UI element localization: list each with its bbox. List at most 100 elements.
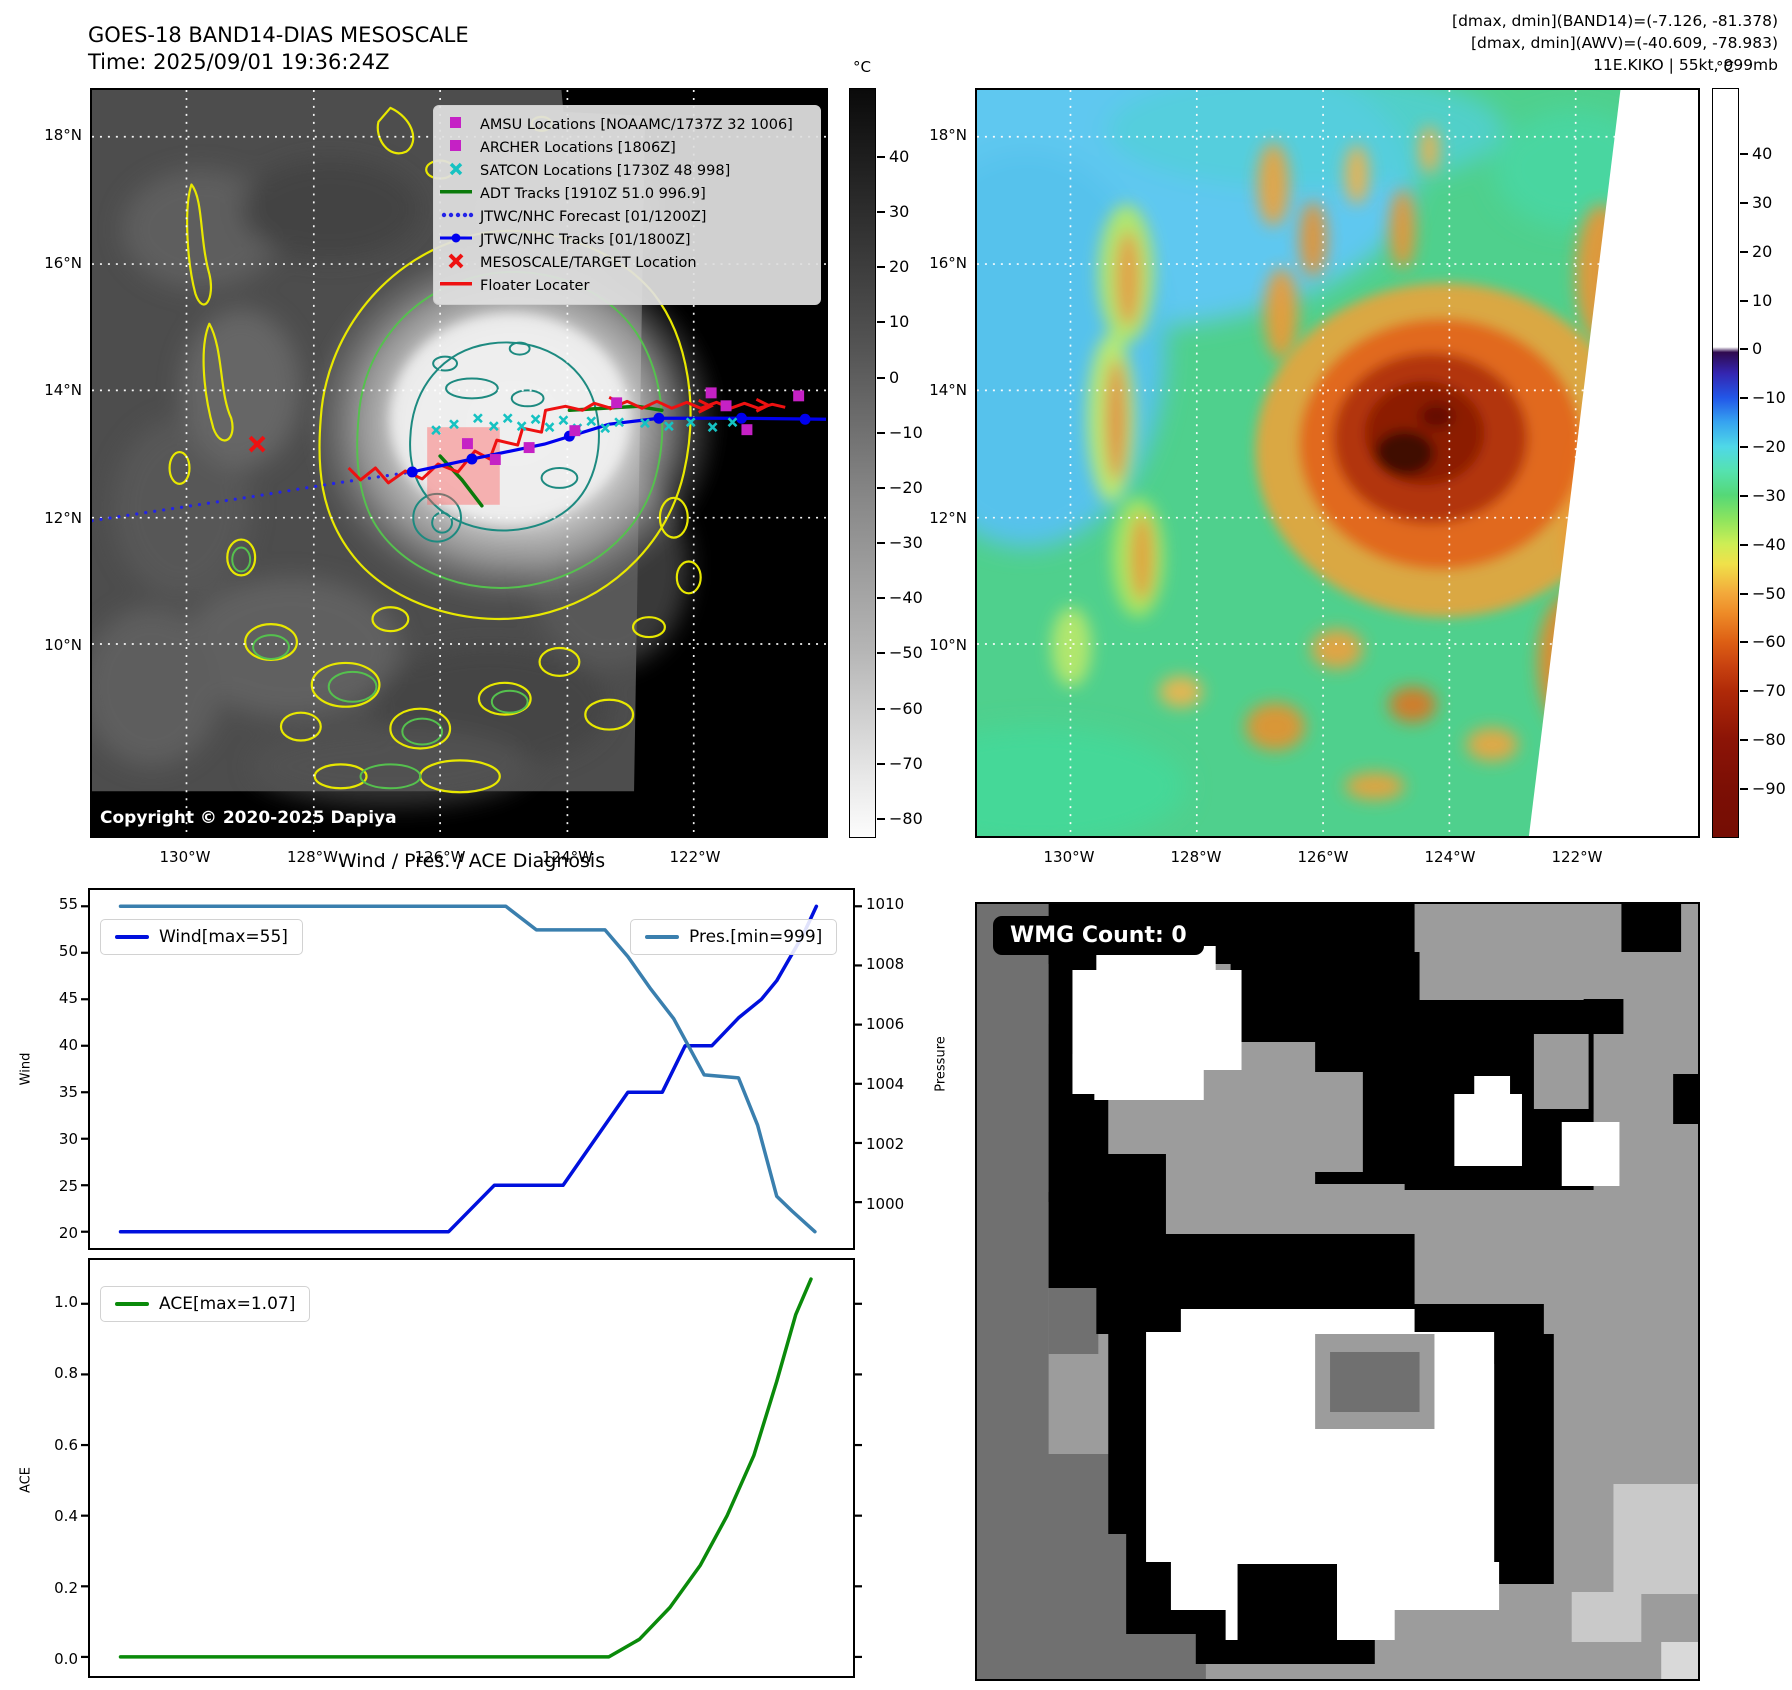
ace-tick-label: 1.0 bbox=[54, 1293, 78, 1311]
awv-colorbar bbox=[1712, 88, 1739, 838]
legend-label: ADT Tracks [1910Z 51.0 996.9] bbox=[480, 185, 706, 202]
adt-line-icon bbox=[438, 184, 480, 203]
ir-contours-teal bbox=[409, 341, 600, 543]
colorbar-tick-label: −20 bbox=[1740, 437, 1786, 457]
ace-tick-label: 0.0 bbox=[54, 1649, 78, 1668]
colorbar-tick-label: −60 bbox=[877, 699, 923, 719]
colorbar-tick-label: 30 bbox=[877, 202, 923, 222]
lon-tick-label: 122°W bbox=[669, 848, 721, 866]
lon-tick-label: 124°W bbox=[542, 848, 593, 866]
awv-lat-axis: 18°N 16°N 14°N 12°N 10°N bbox=[905, 125, 967, 655]
pressure-line-icon bbox=[645, 934, 679, 940]
legend-row: Floater Locater bbox=[438, 274, 814, 297]
colorbar-tick-label: −40 bbox=[877, 588, 923, 608]
pressure-legend: Pres.[min=999] bbox=[630, 919, 838, 955]
lat-tick-label: 10°N bbox=[929, 636, 967, 654]
pressure-tick-label: 1010 bbox=[866, 895, 905, 913]
colorbar-tick-label: −10 bbox=[1740, 388, 1786, 408]
amsu-archer-markers bbox=[461, 387, 805, 465]
legend-label: Floater Locater bbox=[480, 277, 590, 294]
colorbar-tick-label: −50 bbox=[1740, 584, 1786, 604]
lon-tick-label: 128°W bbox=[287, 848, 338, 866]
wind-legend: Wind[max=55] bbox=[100, 919, 303, 955]
awv-dmax-dmin: [dmax, dmin](AWV)=(-40.609, -78.983) bbox=[1471, 34, 1778, 52]
colorbar-unit: °C bbox=[853, 58, 871, 76]
wind-tick-label: 40 bbox=[58, 1036, 78, 1054]
legend-label: JTWC/NHC Forecast [01/1200Z] bbox=[480, 208, 707, 225]
wind-pressure-plot bbox=[81, 904, 862, 1234]
band14-satellite-image bbox=[92, 90, 826, 836]
colorbar-tick-label: 0 bbox=[877, 368, 923, 388]
target-x-icon bbox=[438, 253, 480, 272]
ace-tick-labels: 1.0 0.8 0.6 0.4 0.2 0.0 bbox=[30, 1292, 78, 1669]
mesoscale-target-marker bbox=[248, 435, 266, 453]
colorbar-tick-label: −60 bbox=[1740, 632, 1786, 652]
figure-timestamp: Time: 2025/09/01 19:36:24Z bbox=[88, 49, 390, 74]
lat-tick-label: 16°N bbox=[929, 253, 967, 272]
wind-tick-label: 25 bbox=[58, 1177, 78, 1195]
ace-line-icon bbox=[115, 1301, 149, 1307]
pressure-tick-label: 1008 bbox=[866, 955, 905, 973]
colorbar-unit: °C bbox=[1716, 58, 1734, 76]
legend-row: AMSU Locations [NOAAMC/1737Z 32 1006] bbox=[438, 113, 814, 136]
colorbar-tick-label: −80 bbox=[1740, 730, 1786, 750]
ace-tick-label: 0.2 bbox=[54, 1578, 78, 1597]
colorbar-tick-label: −50 bbox=[877, 643, 923, 663]
legend-row: MESOSCALE/TARGET Location bbox=[438, 251, 814, 274]
floater-line-icon bbox=[438, 276, 480, 295]
colorbar-tick-label: 20 bbox=[877, 257, 923, 277]
band14-map-panel: AMSU Locations [NOAAMC/1737Z 32 1006] AR… bbox=[90, 88, 828, 838]
satcon-x-icon bbox=[438, 161, 480, 180]
colorbar-tick-label: 20 bbox=[1740, 242, 1786, 262]
lat-tick-label: 12°N bbox=[44, 508, 82, 527]
legend-label: SATCON Locations [1730Z 48 998] bbox=[480, 162, 731, 179]
wind-tick-label: 50 bbox=[58, 942, 78, 960]
lat-tick-label: 12°N bbox=[929, 508, 967, 527]
colorbar-tick-label: 10 bbox=[1740, 291, 1786, 311]
figure-title: GOES-18 BAND14-DIAS MESOSCALE bbox=[88, 23, 469, 47]
wind-tick-label: 55 bbox=[58, 895, 78, 913]
wmg-pixel-image bbox=[977, 904, 1698, 1679]
figure-title-block: GOES-18 BAND14-DIAS MESOSCALE Time: 2025… bbox=[88, 22, 469, 76]
forecast-dotted-line-icon bbox=[438, 207, 480, 226]
awv-color-image bbox=[977, 90, 1698, 836]
lat-tick-label: 18°N bbox=[929, 126, 967, 144]
awv-colorbar-ticks: 40 30 20 10 0 −10 −20 −30 −40 −50 −60 −70 −80 −90 bbox=[1740, 144, 1786, 799]
track-line-dot-icon bbox=[438, 230, 480, 249]
wind-tick-label: 30 bbox=[58, 1130, 78, 1148]
lon-tick-label: 130°W bbox=[1043, 848, 1095, 866]
colorbar-tick-label: −80 bbox=[877, 809, 923, 829]
copyright-text: Copyright © 2020-2025 Dapiya bbox=[100, 808, 397, 828]
colorbar-tick-label: −30 bbox=[877, 533, 923, 553]
legend-label: MESOSCALE/TARGET Location bbox=[480, 254, 697, 271]
band14-colorbar bbox=[849, 88, 876, 838]
wind-tick-label: 20 bbox=[58, 1224, 78, 1242]
storm-intensity: 11E.KIKO | 55kt, 999mb bbox=[1593, 56, 1778, 74]
ace-chart bbox=[81, 1258, 862, 1678]
archer-square-icon bbox=[438, 138, 480, 157]
lon-tick-label: 122°W bbox=[1551, 848, 1603, 866]
pressure-tick-label: 1004 bbox=[866, 1075, 905, 1093]
legend-label: AMSU Locations [NOAAMC/1737Z 32 1006] bbox=[480, 116, 793, 133]
legend-row: JTWC/NHC Forecast [01/1200Z] bbox=[438, 205, 814, 228]
colorbar-tick-label: −20 bbox=[877, 478, 923, 498]
figure-stats-block: [dmax, dmin](BAND14)=(-7.126, -81.378) [… bbox=[1452, 10, 1778, 76]
lon-tick-label: 130°W bbox=[159, 848, 211, 866]
colorbar-tick-label: −40 bbox=[1740, 535, 1786, 555]
colorbar-tick-label: −70 bbox=[877, 754, 923, 774]
lat-tick-label: 18°N bbox=[44, 126, 82, 144]
wind-tick-label: 35 bbox=[58, 1083, 78, 1101]
ace-tick-label: 0.4 bbox=[54, 1507, 78, 1526]
pressure-tick-label: 1006 bbox=[866, 1015, 905, 1033]
legend-row: ADT Tracks [1910Z 51.0 996.9] bbox=[438, 182, 814, 205]
band14-lat-axis: 18°N 16°N 14°N 12°N 10°N bbox=[20, 125, 82, 655]
colorbar-tick-label: −10 bbox=[877, 423, 923, 443]
colorbar-tick-label: 10 bbox=[877, 312, 923, 332]
band14-colorbar-ticks: 40 30 20 10 0 −10 −20 −30 −40 −50 −60 −70 −80 bbox=[877, 147, 923, 829]
colorbar-tick-label: −30 bbox=[1740, 486, 1786, 506]
legend-label: ARCHER Locations [1806Z] bbox=[480, 139, 676, 156]
band14-lon-axis: 130°W 128°W 126°W 124°W 122°W bbox=[160, 848, 721, 868]
lon-tick-label: 128°W bbox=[1170, 848, 1222, 866]
colorbar-tick-label: 40 bbox=[1740, 144, 1786, 164]
wmg-light-gray-blocks bbox=[1571, 1484, 1698, 1679]
